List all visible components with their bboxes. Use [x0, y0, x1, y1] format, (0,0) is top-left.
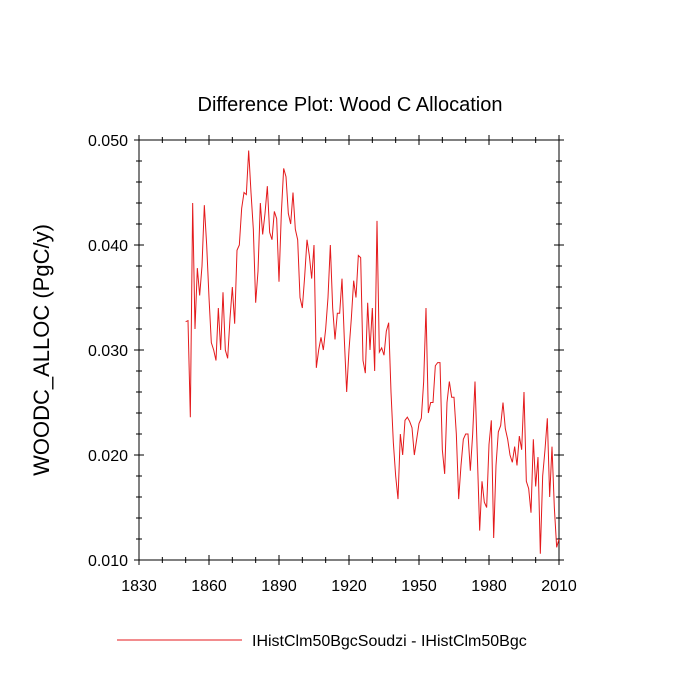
series-group: [185, 150, 560, 554]
y-tick-label: 0.030: [88, 343, 128, 360]
series-line: [185, 150, 560, 554]
x-tick-label: 1860: [191, 578, 227, 595]
chart-title: Difference Plot: Wood C Allocation: [198, 94, 503, 116]
x-tick-label: 1980: [471, 578, 507, 595]
y-axis-label: WOODC_ALLOC (PgC/y): [29, 224, 54, 476]
y-tick-label: 0.040: [88, 238, 128, 255]
x-tick-label: 1830: [121, 578, 157, 595]
axis-ticks: [134, 135, 564, 565]
x-tick-label: 1950: [401, 578, 437, 595]
legend-label: IHistClm50BgcSoudzi - IHistClm50Bgc: [252, 633, 527, 650]
legend: IHistClm50BgcSoudzi - IHistClm50Bgc: [117, 633, 527, 650]
y-tick-label: 0.050: [88, 133, 128, 150]
y-tick-label: 0.020: [88, 448, 128, 465]
x-tick-label: 1890: [261, 578, 297, 595]
y-axis-tick-labels: 0.010 0.020 0.030 0.040 0.050: [88, 133, 128, 570]
x-tick-label: 1920: [331, 578, 367, 595]
x-tick-label: 2010: [541, 578, 577, 595]
x-axis-tick-labels: 1830 1860 1890 1920 1950 1980 2010: [121, 578, 577, 595]
y-tick-label: 0.010: [88, 553, 128, 570]
